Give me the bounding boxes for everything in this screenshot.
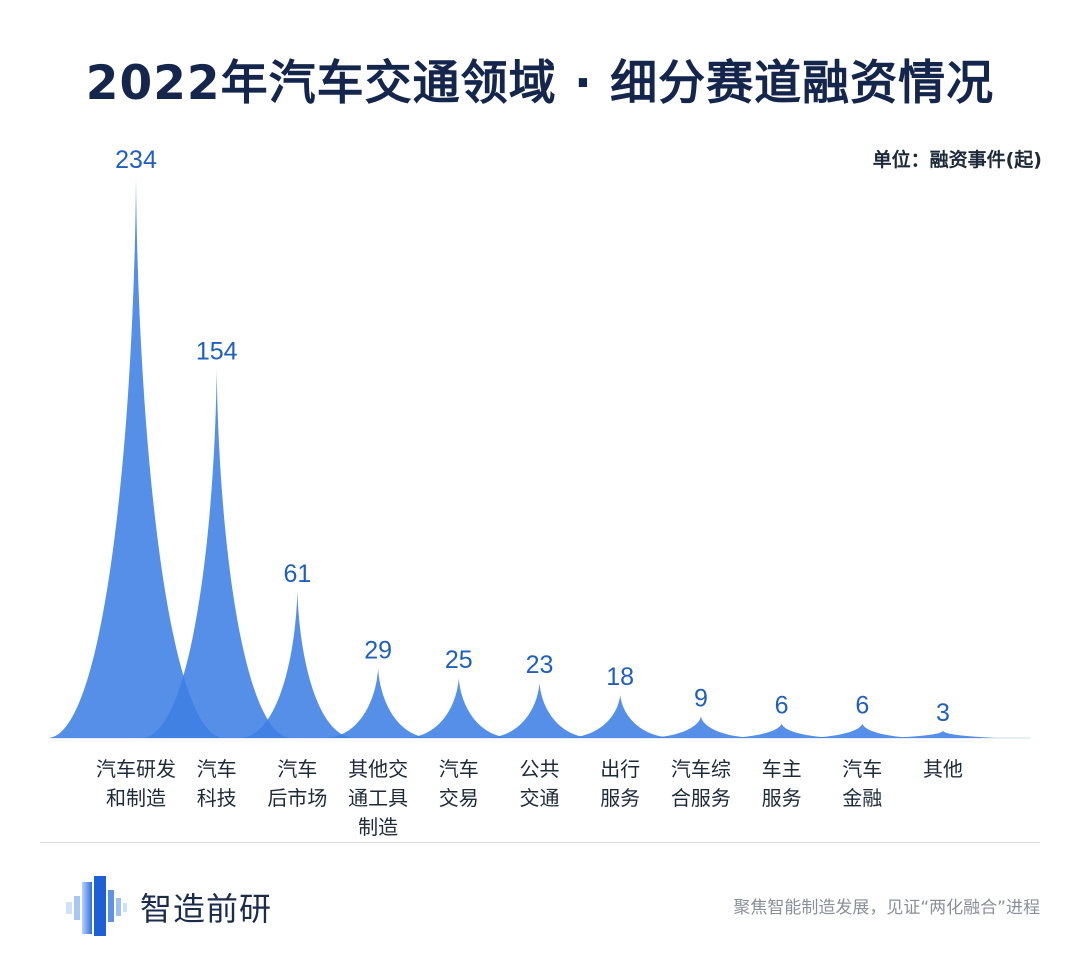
spike-3 (240, 592, 355, 738)
category-label-3-line-1: 汽车 (277, 757, 317, 781)
page-title: 2022年汽车交通领域 · 细分赛道融资情况 (85, 56, 995, 111)
value-label-5: 25 (445, 646, 473, 674)
value-label-4: 29 (364, 637, 392, 665)
footer-divider (40, 842, 1040, 843)
category-label-10-line-2: 金融 (842, 786, 882, 810)
brand-logo-icon (66, 876, 127, 936)
category-label-5-line-2: 交易 (439, 786, 479, 810)
value-label-2: 154 (196, 337, 238, 365)
value-label-1: 234 (115, 146, 157, 174)
category-label-4-line-1: 其他交 (348, 757, 408, 781)
category-label-3-line-2: 后市场 (267, 786, 327, 810)
value-label-7: 18 (606, 663, 634, 691)
value-label-8: 9 (694, 684, 708, 712)
spike-10 (810, 723, 915, 738)
category-label-4-line-2: 通工具 (348, 786, 408, 810)
category-label-9-line-1: 车主 (762, 757, 802, 781)
category-label-2-line-2: 科技 (197, 786, 237, 810)
category-label-8-line-2: 合服务 (671, 786, 731, 810)
category-label-7-line-2: 服务 (600, 786, 640, 810)
category-label-1-line-2: 和制造 (106, 786, 166, 810)
value-label-11: 3 (936, 699, 950, 727)
category-label-8-line-1: 汽车综 (671, 757, 731, 781)
brand-name: 智造前研 (140, 890, 273, 928)
value-label-9: 6 (775, 692, 789, 720)
category-label-7-line-1: 出行 (600, 757, 640, 781)
footer-slogan: 聚焦智能制造发展，见证“两化融合”进程 (733, 898, 1040, 918)
spike-9 (729, 723, 834, 738)
category-label-6-line-1: 公共 (520, 757, 560, 781)
category-label-11-line-1: 其他 (923, 757, 963, 781)
category-label-4-line-3: 制造 (358, 815, 398, 839)
spike-2 (142, 369, 292, 738)
spike-6 (487, 682, 592, 738)
category-label-5-line-1: 汽车 (439, 757, 479, 781)
spike-5 (406, 678, 511, 738)
spike-7 (568, 694, 673, 738)
value-label-10: 6 (855, 692, 869, 720)
unit-label: 单位：融资事件(起) (872, 149, 1042, 171)
category-label-9-line-2: 服务 (762, 786, 802, 810)
value-label-6: 23 (526, 651, 554, 679)
value-label-3: 61 (283, 560, 311, 588)
category-label-1-line-1: 汽车研发 (96, 757, 176, 781)
category-label-6-line-2: 交通 (520, 786, 560, 810)
spike-1 (48, 178, 224, 738)
category-label-2-line-1: 汽车 (197, 757, 237, 781)
category-label-10-line-1: 汽车 (842, 757, 882, 781)
spike-4 (326, 668, 431, 738)
spike-8 (648, 716, 753, 738)
spike-11 (891, 730, 995, 738)
